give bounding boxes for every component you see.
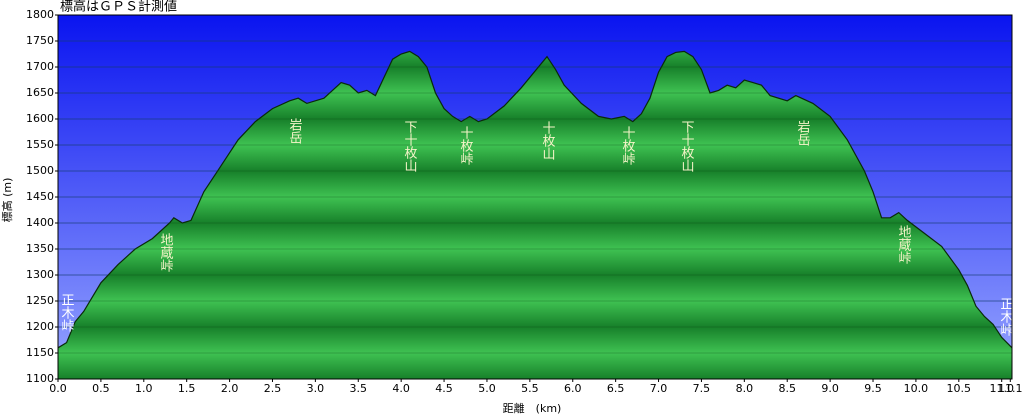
- x-tick-label: 5.5: [521, 382, 539, 395]
- y-tick-label: 1400: [26, 216, 54, 229]
- y-tick-label: 1750: [26, 34, 54, 47]
- chart-title: 標高はＧＰＳ計測値: [60, 0, 177, 15]
- x-tick-label: 11.0: [989, 382, 1014, 395]
- x-tick-label: 9.5: [864, 382, 882, 395]
- elevation-line: [57, 50, 1013, 349]
- y-tick-label: 1300: [26, 268, 54, 281]
- x-tick-label: 1.0: [135, 382, 153, 395]
- y-tick-label: 1350: [26, 242, 54, 255]
- x-tick-label: 4.0: [392, 382, 410, 395]
- x-tick-label: 3.0: [307, 382, 325, 395]
- annotation: 正木峠: [998, 297, 1014, 336]
- annotation: 岩岳: [795, 120, 811, 146]
- y-tick-label: 1650: [26, 86, 54, 99]
- y-tick-label: 1200: [26, 320, 54, 333]
- x-tick-label: 0.0: [49, 382, 67, 395]
- annotation: 十枚山: [540, 121, 556, 160]
- annotation: 下十枚山: [402, 120, 418, 172]
- annotation: 岩岳: [287, 118, 303, 144]
- y-tick-label: 1700: [26, 60, 54, 73]
- x-tick-label: 9.0: [821, 382, 839, 395]
- annotation: 下十枚山: [679, 120, 695, 172]
- x-axis-label: 距離 (km): [503, 401, 562, 415]
- x-tick-label: 3.5: [350, 382, 368, 395]
- y-tick-label: 1100: [26, 372, 54, 385]
- x-tick-label: 10.5: [947, 382, 972, 395]
- y-tick-label: 1500: [26, 164, 54, 177]
- y-tick-label: 1800: [26, 8, 54, 21]
- x-tick-label: 7.0: [650, 382, 668, 395]
- x-tick-label: 6.0: [564, 382, 582, 395]
- x-tick-label: 10.0: [904, 382, 929, 395]
- y-axis-label: 標高 (m): [0, 178, 14, 223]
- y-tick-label: 1550: [26, 138, 54, 151]
- annotation: 地蔵峠: [896, 225, 912, 264]
- x-tick-label: 5.0: [478, 382, 496, 395]
- x-tick-label: 6.5: [607, 382, 625, 395]
- x-tick-label: 8.5: [778, 382, 796, 395]
- annotation: 十枚峠: [458, 126, 474, 165]
- x-tick-label: 8.0: [736, 382, 754, 395]
- x-tick-label: 11.1: [998, 382, 1023, 395]
- annotation: 地蔵峠: [158, 233, 174, 272]
- y-tick-label: 1450: [26, 190, 54, 203]
- x-tick-label: 7.5: [693, 382, 711, 395]
- annotation: 十枚峠: [620, 126, 636, 165]
- y-tick-label: 1250: [26, 294, 54, 307]
- x-tick-label: 0.5: [92, 382, 110, 395]
- x-tick-label: 2.0: [221, 382, 239, 395]
- area-fill: [58, 51, 1012, 380]
- annotation: 正木峠: [59, 293, 75, 332]
- y-tick-label: 1600: [26, 112, 54, 125]
- x-tick-label: 2.5: [264, 382, 282, 395]
- y-tick-label: 1150: [26, 346, 54, 359]
- x-tick-label: 4.5: [435, 382, 453, 395]
- x-tick-label: 1.5: [178, 382, 196, 395]
